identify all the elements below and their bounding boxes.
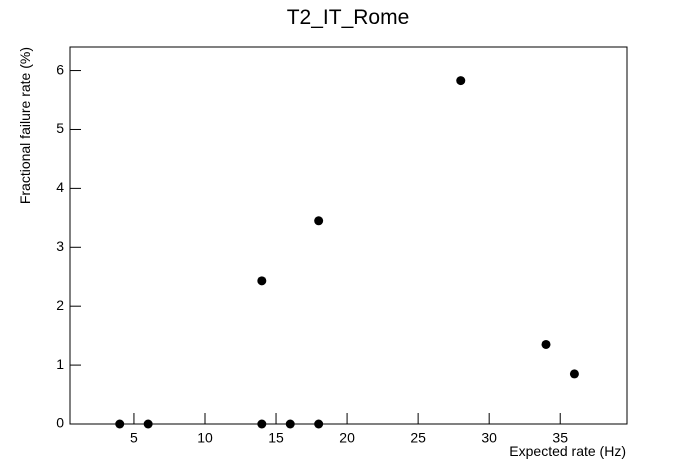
chart-title: T2_IT_Rome	[287, 6, 410, 29]
y-tick-label: 5	[56, 120, 64, 136]
y-axis-label: Fractional failure rate (%)	[17, 47, 33, 204]
x-tick-label: 15	[268, 430, 284, 446]
x-tick-label: 30	[481, 430, 497, 446]
plot-frame	[69, 46, 628, 425]
x-tick-label: 35	[552, 430, 568, 446]
point	[569, 369, 579, 379]
point	[115, 419, 125, 429]
x-tick-label: 20	[339, 430, 355, 446]
x-tick-label: 10	[197, 430, 213, 446]
x-axis-label: Expected rate (Hz)	[509, 443, 626, 459]
point	[541, 339, 551, 349]
y-tick-label: 3	[56, 238, 64, 254]
point	[257, 419, 267, 429]
point	[314, 216, 324, 226]
point	[285, 419, 295, 429]
point	[456, 76, 466, 86]
point	[143, 419, 153, 429]
x-tick-label: 5	[130, 430, 138, 446]
y-tick-label: 4	[56, 179, 64, 195]
point	[257, 276, 267, 286]
x-tick-label: 25	[410, 430, 426, 446]
point	[314, 419, 324, 429]
y-tick-label: 0	[56, 415, 64, 431]
y-tick-label: 2	[56, 297, 64, 313]
y-tick-label: 6	[56, 61, 64, 77]
y-tick-label: 1	[56, 356, 64, 372]
